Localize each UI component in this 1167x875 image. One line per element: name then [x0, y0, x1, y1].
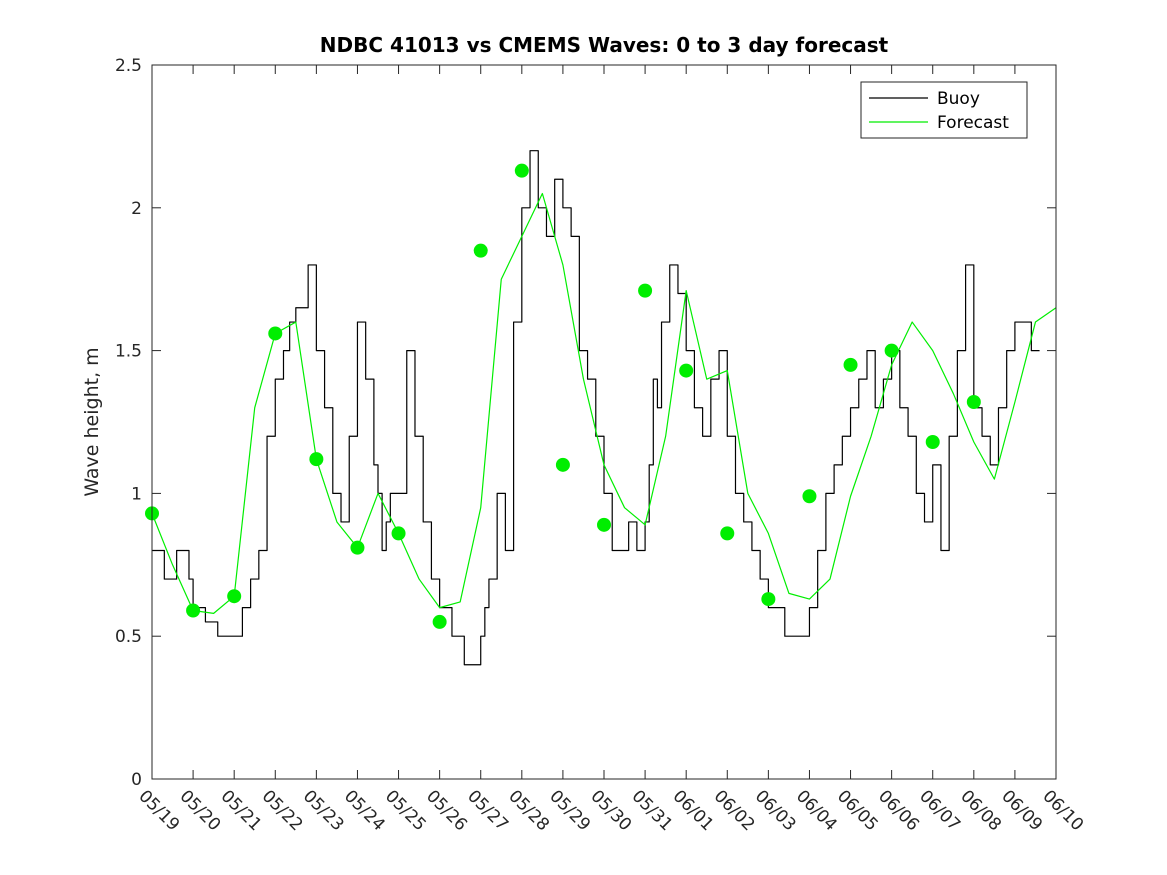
forecast-marker [432, 614, 447, 629]
series-line-buoy [152, 150, 1040, 666]
forecast-marker [925, 434, 940, 449]
y-axis: 0 0.5 1 1.5 2 2.5 [115, 56, 1056, 790]
legend-forecast-label: Forecast [937, 113, 1009, 133]
series-line-forecast [151, 192, 1057, 614]
y-tick-label: 2.5 [115, 56, 142, 76]
forecast-marker [268, 326, 283, 341]
y-tick-label: 1.5 [115, 342, 142, 362]
forecast-marker [802, 489, 817, 504]
chart-title: NDBC 41013 vs CMEMS Waves: 0 to 3 day fo… [320, 33, 889, 57]
y-tick-label: 0.5 [115, 627, 142, 647]
y-tick-label: 2 [131, 199, 142, 219]
forecast-marker [309, 452, 324, 467]
forecast-marker [679, 363, 694, 378]
forecast-marker [597, 517, 611, 532]
forecast-marker [555, 457, 570, 472]
y-axis-label: Wave height, m [81, 347, 103, 496]
forecast-marker [227, 589, 242, 604]
forecast-marker [966, 395, 981, 410]
forecast-marker [186, 603, 201, 618]
forecast-marker [391, 526, 406, 541]
legend-box [860, 81, 1028, 139]
y-tick-label: 0 [131, 770, 142, 790]
y-tick-label: 1 [131, 484, 142, 504]
forecast-marker [638, 283, 653, 298]
forecast-marker [761, 592, 776, 607]
forecast-marker [720, 526, 735, 541]
legend: Buoy Forecast [860, 81, 1028, 139]
legend-buoy-label: Buoy [937, 89, 980, 109]
forecast-marker [514, 163, 529, 178]
plot-area [152, 65, 1056, 779]
forecast-marker [473, 243, 488, 258]
forecast-marker [843, 357, 858, 372]
series-layer [151, 150, 1057, 666]
forecast-marker [884, 343, 899, 358]
forecast-marker [350, 540, 365, 555]
